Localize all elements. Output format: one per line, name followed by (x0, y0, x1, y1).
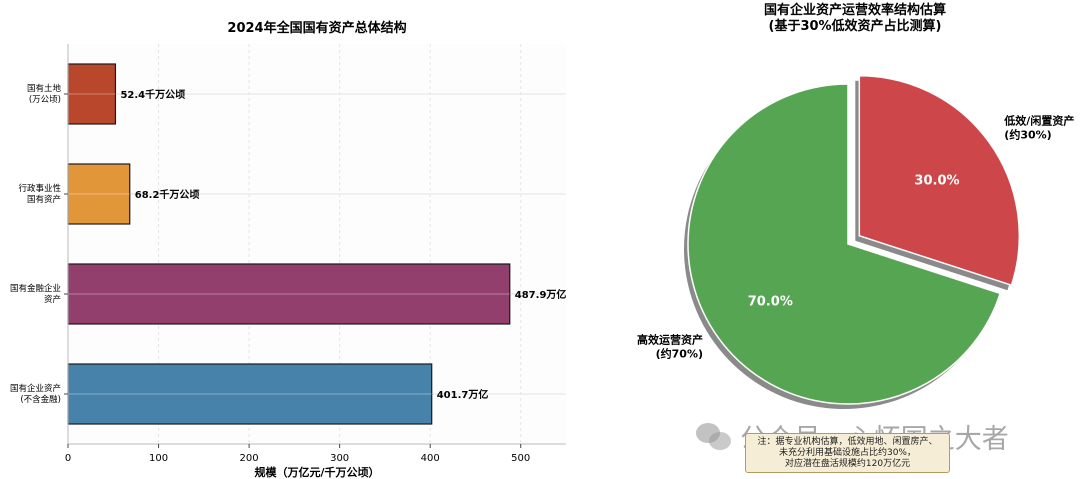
pie-slice-label: 高效运营资产(约70%) (637, 332, 703, 360)
bar-chart: 2024年全国国有资产总体结构 52.4千万公顷 68.2千万公顷 487.9万亿 4… (10, 20, 566, 479)
x-axis-label: 规模（万亿元/千万公顷） (254, 465, 379, 479)
x-tick-label: 300 (330, 453, 349, 464)
note-box: 注：据专业机构估算，低效用地、闲置房产、 未充分利用基础设施占比约30%， 对应… (745, 433, 950, 473)
pie-marks: 70.0% 高效运营资产(约70%) 30.0% 低效/闲置资产(约30%) (637, 75, 1074, 409)
note-line: 未充分利用基础设施占比约30%， (778, 448, 916, 458)
y-category-label: 国有企业资产(不含金融) (10, 383, 61, 405)
bar (67, 363, 433, 425)
y-category-label: 国有土地(万公顷) (27, 83, 62, 105)
pie-pct-label: 70.0% (748, 294, 793, 309)
bar-chart-title: 2024年全国国有资产总体结构 (227, 20, 406, 36)
bar (67, 63, 117, 125)
y-category-label: 国有金融企业资产 (10, 283, 61, 305)
x-tick-label: 400 (421, 453, 440, 464)
x-tick-label: 100 (149, 453, 168, 464)
pie-slice (687, 83, 1002, 405)
note-line: 对应潜在盘活规模约120万亿元 (784, 459, 911, 469)
pie-pct-label: 30.0% (914, 173, 959, 188)
bar-data-label: 52.4千万公顷 (120, 88, 185, 101)
pie-chart: 国有企业资产运营效率结构估算 (基于30%低效资产占比测算) 70.0% 高效运营… (637, 2, 1074, 409)
note-line: 注：据专业机构估算，低效用地、闲置房产、 (757, 437, 938, 447)
x-tick-label: 500 (511, 453, 530, 464)
pie-slice-label: 低效/闲置资产(约30%) (1003, 113, 1074, 141)
wechat-logo-icon (696, 421, 732, 451)
bar-data-label: 68.2千万公顷 (135, 188, 200, 201)
bar-data-label: 401.7万亿 (437, 388, 489, 401)
y-category-label: 行政事业性国有资产 (18, 183, 61, 205)
x-tick-label: 0 (65, 453, 71, 464)
bar (67, 263, 511, 325)
x-tick-labels: 0 100 200 300 400 500 (65, 444, 530, 464)
bar (67, 163, 131, 225)
bar-marks: 52.4千万公顷 68.2千万公顷 487.9万亿 401.7万亿 (67, 63, 567, 425)
pie-chart-subtitle: (基于30%低效资产占比测算) (769, 18, 942, 34)
pie-chart-title: 国有企业资产运营效率结构估算 (764, 2, 946, 18)
pie-slice (858, 75, 1021, 287)
bar-data-label: 487.9万亿 (515, 288, 567, 301)
x-tick-label: 200 (240, 453, 259, 464)
